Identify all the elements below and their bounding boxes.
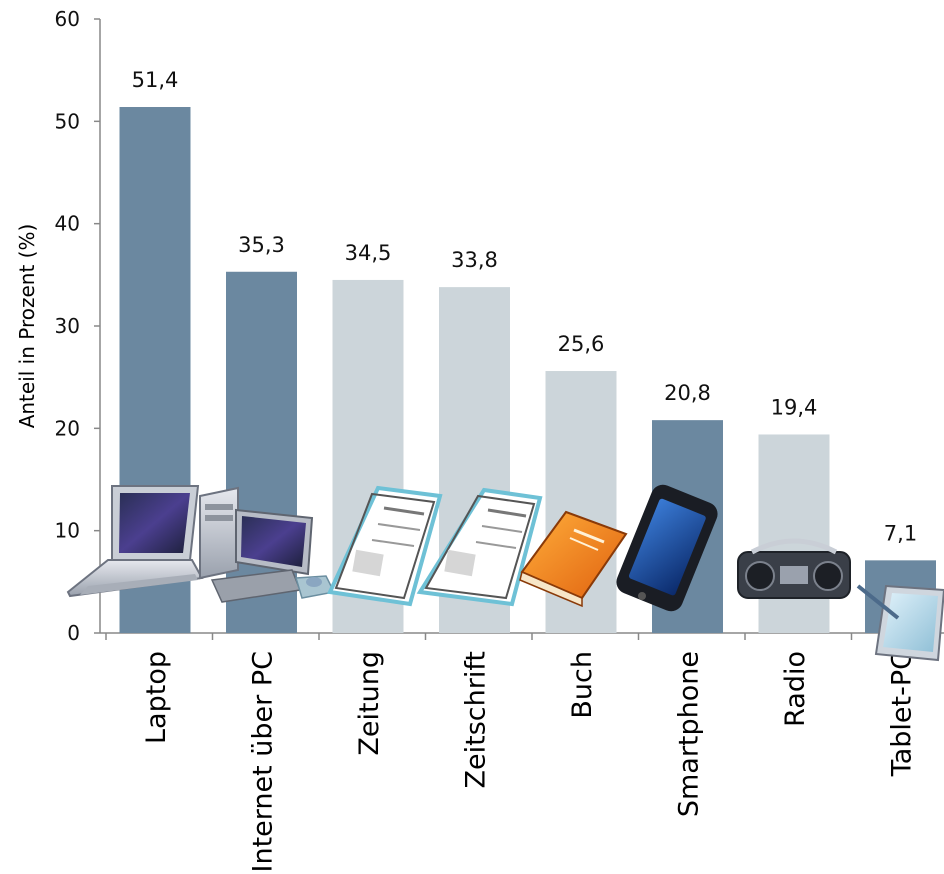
category-label-3: Zeitung xyxy=(354,651,385,756)
category-label-8: Tablet-PC xyxy=(887,651,918,777)
category-label-1: Laptop xyxy=(141,651,172,744)
y-tick-label: 20 xyxy=(55,416,80,440)
data-labels: 51,4 35,3 34,5 33,8 25,6 20,8 19,4 7,1 xyxy=(132,68,918,545)
category-label-6: Smartphone xyxy=(674,651,705,817)
bar-7 xyxy=(758,434,830,633)
y-tick-label: 50 xyxy=(55,109,80,133)
category-label-4: Zeitschrift xyxy=(461,651,492,788)
category-label-2: Internet über PC xyxy=(248,651,279,872)
data-label-6: 20,8 xyxy=(664,381,711,405)
tablet-pc-icon xyxy=(856,584,944,662)
y-tick-label: 10 xyxy=(55,519,80,543)
desktop-pc-icon xyxy=(199,486,336,603)
data-label-3: 34,5 xyxy=(345,241,392,265)
category-label-5: Buch xyxy=(567,651,598,719)
category-icons xyxy=(66,484,944,662)
data-label-2: 35,3 xyxy=(238,233,285,257)
magazine-icon xyxy=(416,487,543,607)
y-tick-label: 40 xyxy=(55,212,80,236)
y-tick-label: 0 xyxy=(67,621,80,645)
smartphone-icon xyxy=(616,484,718,612)
data-label-1: 51,4 xyxy=(132,68,179,92)
book-icon xyxy=(519,510,628,608)
data-label-4: 33,8 xyxy=(451,248,498,272)
radio-icon xyxy=(737,538,851,599)
y-ticks: 0 10 20 30 40 50 60 xyxy=(55,7,100,645)
x-ticks: Laptop Internet über PC Zeitung Zeitschrift… xyxy=(105,633,918,872)
y-tick-label: 30 xyxy=(55,314,80,338)
data-label-7: 19,4 xyxy=(771,395,818,419)
newspaper-icon xyxy=(327,485,443,607)
y-axis-title: Anteil in Prozent (%) xyxy=(15,224,39,429)
data-label-8: 7,1 xyxy=(884,521,917,545)
category-label-7: Radio xyxy=(780,651,811,727)
laptop-icon xyxy=(66,485,204,598)
y-tick-label: 60 xyxy=(55,7,80,31)
data-label-5: 25,6 xyxy=(558,332,605,356)
